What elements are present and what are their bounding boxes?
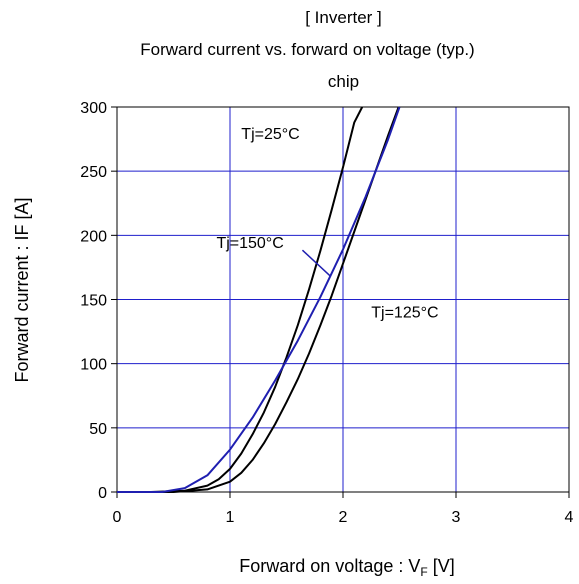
y-tick-label: 200: [80, 228, 107, 245]
annotation-label: Tj=25°C: [241, 126, 299, 143]
x-axis-title-main: Forward on voltage : V: [239, 556, 420, 576]
y-tick-label: 300: [80, 100, 107, 117]
chart-title-inverter: [ Inverter ]: [305, 8, 382, 27]
y-tick-label: 150: [80, 293, 107, 310]
x-tick-label: 3: [452, 509, 461, 526]
annotations: Tj=25°C Tj=150°C Tj=125°C: [216, 126, 438, 321]
tj150-callout-line: [301, 249, 331, 277]
tick-labels: 0 1 2 3 4 0 50 100 150 200 250 300: [80, 100, 573, 526]
y-tick-label: 0: [98, 485, 107, 502]
annotation-label: Tj=125°C: [371, 304, 438, 321]
y-tick-label: 50: [89, 421, 107, 438]
annotation-label: Tj=150°C: [216, 235, 283, 252]
y-tick-label: 250: [80, 164, 107, 181]
x-tick-label: 0: [113, 509, 122, 526]
x-tick-label: 1: [226, 509, 235, 526]
x-tick-label: 4: [565, 509, 574, 526]
callout-lines: [301, 249, 331, 277]
x-axis-title: Forward on voltage : VF [V]: [239, 556, 454, 579]
series-line-tj-25-c: [117, 106, 364, 493]
tick-marks: [111, 106, 570, 498]
chart-subtitle-chip: chip: [327, 72, 360, 91]
x-tick-label: 2: [339, 509, 348, 526]
chart-title: Forward current vs. forward on voltage (…: [140, 40, 475, 59]
x-axis-title-unit: [V]: [428, 556, 455, 576]
x-axis-title-subscript: F: [420, 565, 427, 579]
series-line-tj-125-c: [117, 106, 400, 493]
series-lines: [117, 106, 401, 493]
y-tick-label: 100: [80, 357, 107, 374]
y-axis-title: Forward current : IF [A]: [12, 197, 32, 382]
series-line-tj-150-c: [117, 106, 401, 493]
